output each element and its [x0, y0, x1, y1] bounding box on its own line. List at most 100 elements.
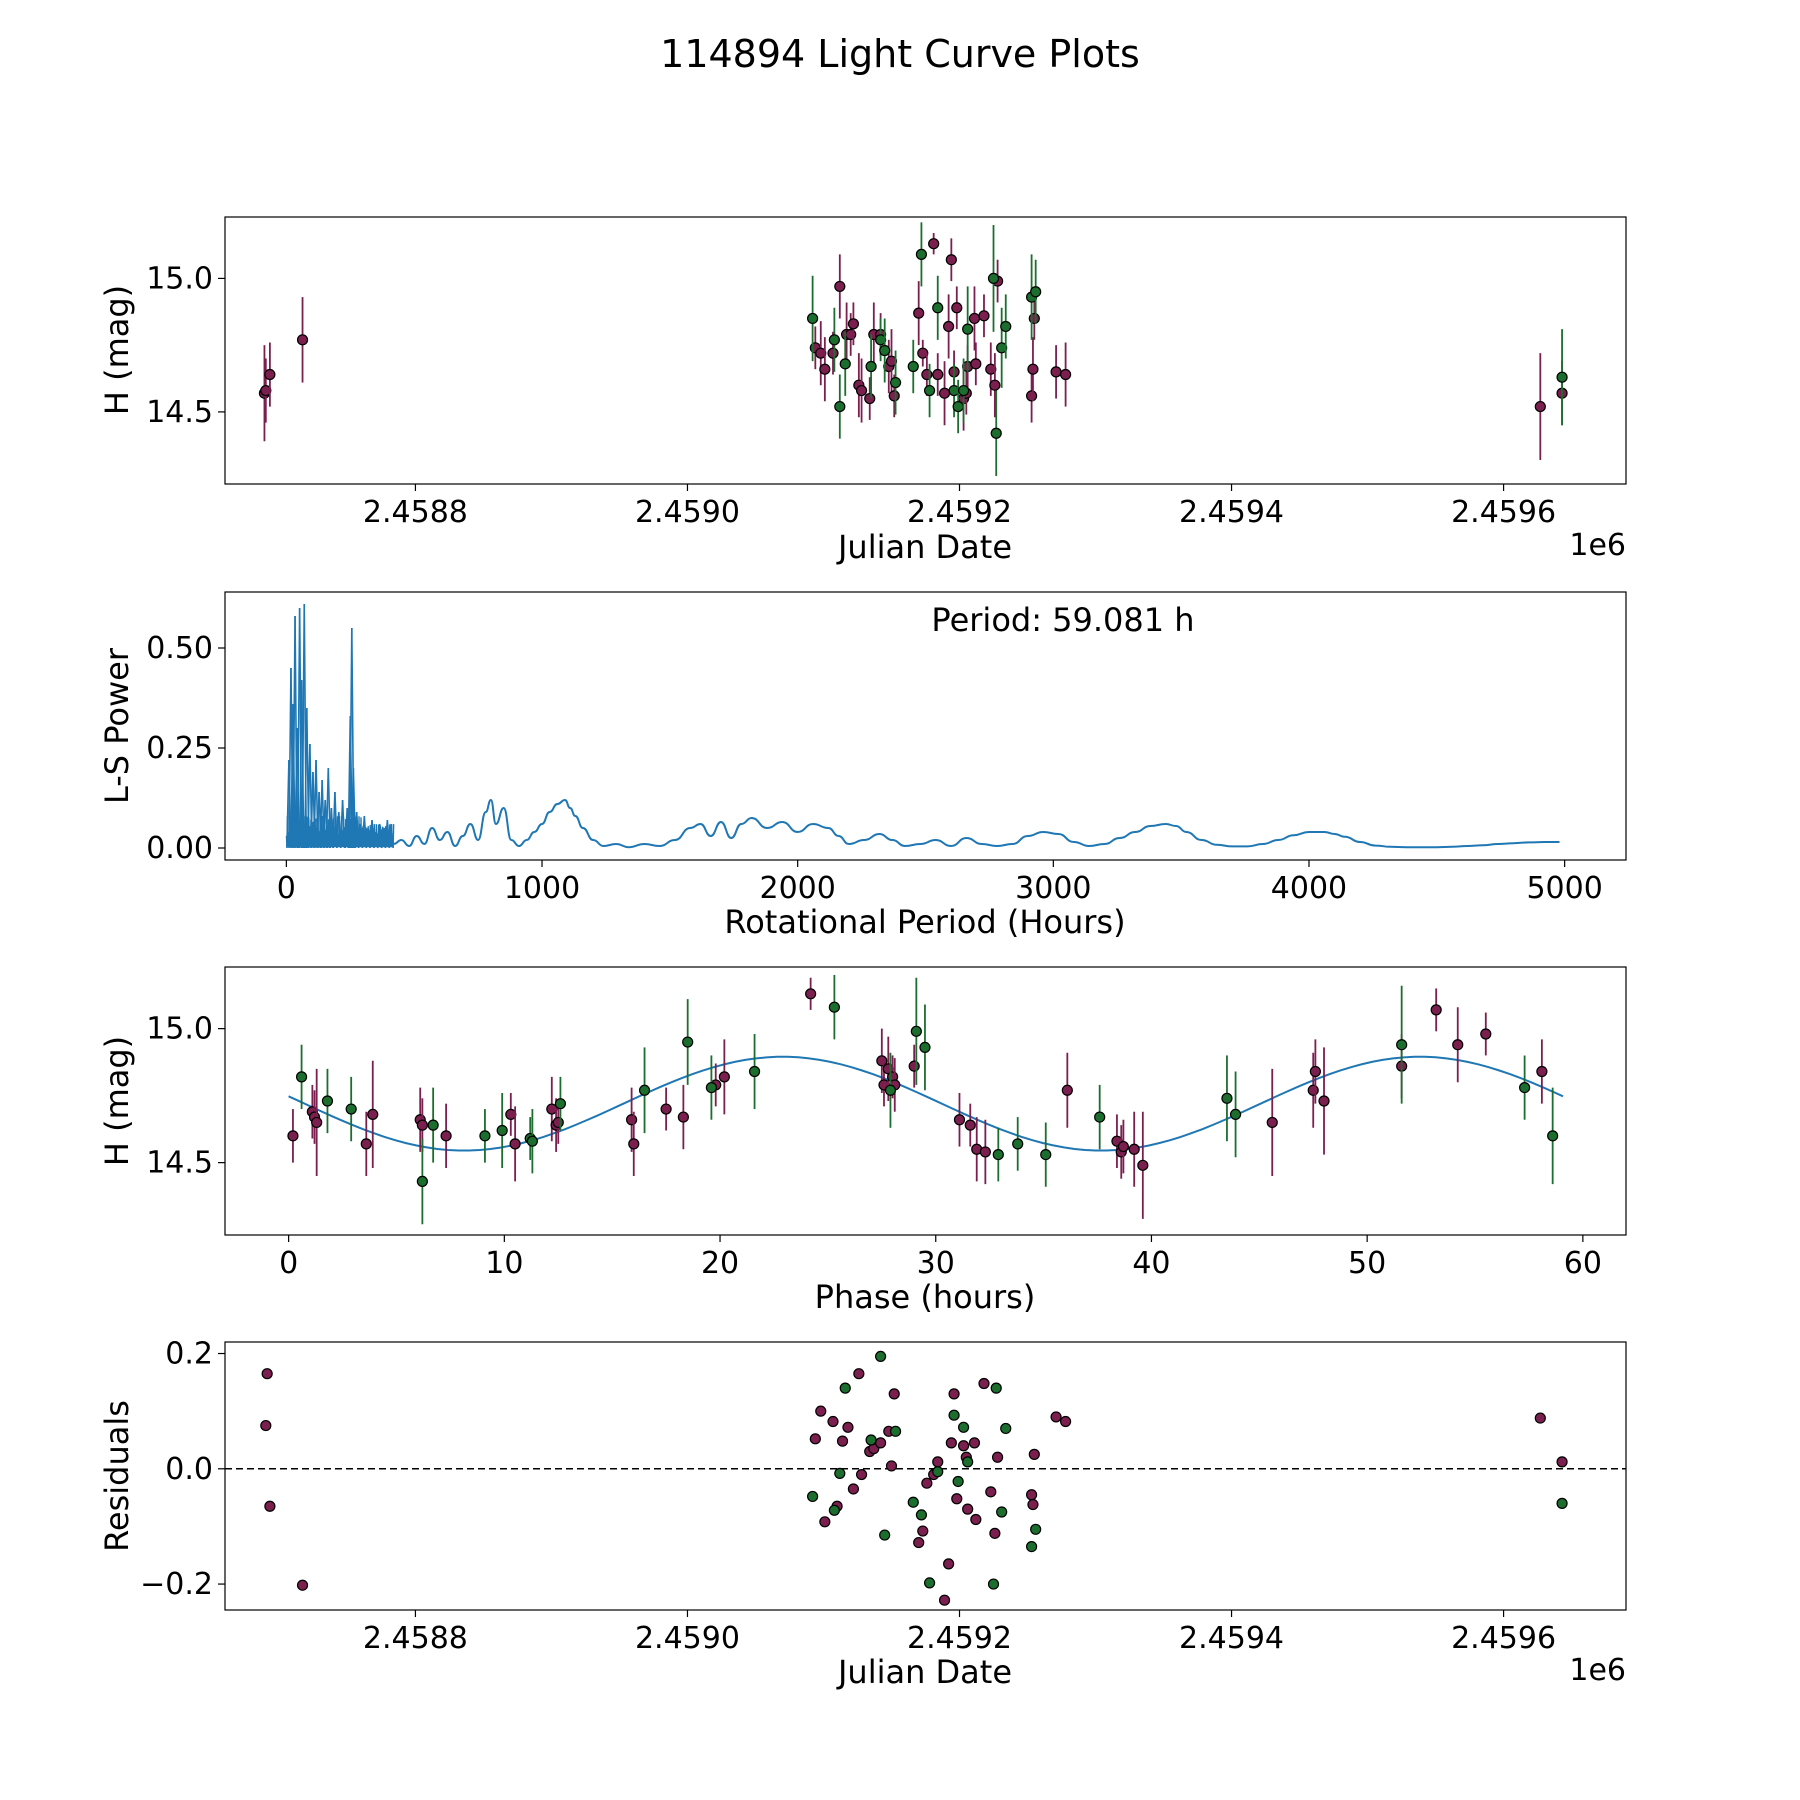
data-point — [948, 1388, 960, 1400]
data-point — [1028, 1448, 1040, 1460]
phased-xtick-label: 50 — [1348, 1246, 1386, 1281]
data-point — [479, 1130, 491, 1142]
phased-xtick-label: 20 — [701, 1246, 739, 1281]
lightcurve-xtick-label: 2.4594 — [1179, 495, 1284, 530]
periodogram-xtick-label: 2000 — [759, 871, 835, 906]
data-point — [962, 1456, 974, 1468]
data-point — [938, 387, 951, 399]
residuals-marks — [225, 1350, 1626, 1606]
data-point — [815, 1405, 827, 1417]
data-point — [915, 248, 928, 260]
data-point — [985, 363, 997, 375]
data-point — [1536, 1065, 1548, 1078]
residuals-ytick-label: 0.2 — [165, 1337, 213, 1372]
data-point — [552, 1116, 564, 1129]
data-point — [1027, 363, 1039, 375]
data-point — [917, 1525, 929, 1537]
data-point — [839, 1382, 851, 1394]
data-point — [834, 1467, 846, 1480]
data-point — [827, 347, 839, 359]
data-point — [677, 1111, 689, 1123]
periodogram-xtick-label: 4000 — [1271, 871, 1347, 906]
data-point — [261, 1368, 273, 1380]
data-point — [554, 1098, 567, 1110]
data-point — [907, 1496, 919, 1508]
data-point — [932, 302, 944, 314]
data-point — [807, 1490, 819, 1503]
data-point — [638, 1084, 651, 1096]
data-point — [1534, 400, 1546, 413]
data-point — [989, 1527, 1001, 1539]
data-point — [991, 1451, 1004, 1463]
data-point — [996, 342, 1008, 354]
data-point — [951, 302, 963, 314]
data-point — [748, 1065, 761, 1078]
data-point — [968, 312, 981, 325]
data-point — [1025, 1541, 1038, 1553]
data-point — [957, 384, 970, 397]
data-point — [1050, 366, 1062, 378]
data-point — [1117, 1140, 1130, 1153]
phased-ytick-label: 14.5 — [146, 1146, 213, 1181]
periodogram-xtick-label: 3000 — [1015, 871, 1091, 906]
lightcurve-xtick-label: 2.4596 — [1451, 495, 1556, 530]
data-point — [295, 1071, 308, 1083]
periodogram-xlabel: Rotational Period (Hours) — [724, 903, 1125, 941]
data-point — [1266, 1116, 1278, 1129]
lightcurve-xtick-label: 2.4592 — [907, 495, 1012, 530]
fit-curve — [288, 1055, 1564, 1152]
data-point — [834, 400, 846, 413]
data-point — [311, 1116, 323, 1129]
data-point — [908, 1060, 920, 1072]
data-point — [839, 358, 851, 370]
data-point — [847, 1483, 860, 1495]
lightcurve-x-offset: 1e6 — [1569, 528, 1626, 563]
phased-xtick-label: 40 — [1132, 1246, 1170, 1281]
data-point — [321, 1095, 334, 1107]
lightcurve-xtick-label: 2.4590 — [635, 495, 740, 530]
data-point — [879, 1529, 891, 1541]
data-point — [889, 376, 902, 389]
data-point — [842, 1421, 854, 1433]
data-point — [996, 1506, 1008, 1518]
data-point — [943, 1558, 955, 1570]
data-point — [1025, 390, 1038, 402]
residuals-axes: 2.4588 2.4590 2.4592 2.4594 2.4596 −0.2 0.0 0.2 — [140, 1337, 1556, 1656]
data-point — [978, 310, 990, 322]
data-point — [919, 1041, 931, 1054]
data-point — [885, 1460, 898, 1472]
lightcurve-frame — [224, 216, 1627, 485]
data-point — [828, 1504, 840, 1516]
data-point — [889, 1425, 902, 1437]
data-point — [660, 1103, 672, 1115]
data-point — [948, 1409, 960, 1421]
data-point — [855, 384, 868, 397]
data-point — [1025, 1489, 1038, 1501]
data-point — [970, 1513, 982, 1526]
data-point — [938, 1594, 951, 1606]
data-point — [287, 1130, 299, 1142]
period-annotation: Period: 59.081 h — [931, 601, 1194, 639]
periodogram-ytick-label: 0.50 — [146, 631, 213, 666]
data-point — [979, 1146, 991, 1158]
data-point — [978, 1377, 990, 1390]
data-point — [1452, 1039, 1464, 1051]
periodogram-xtick-label: 5000 — [1526, 871, 1602, 906]
phased-panel: 0 10 20 30 40 50 60 14.5 15.0 Phase (hours) H (m… — [98, 966, 1627, 1316]
data-point — [888, 1388, 900, 1400]
lightcurve-ytick-label: 14.5 — [146, 395, 213, 430]
data-point — [260, 384, 272, 397]
data-point — [1534, 1412, 1546, 1424]
residuals-xtick-label: 2.4594 — [1179, 1621, 1284, 1656]
data-point — [1556, 1456, 1568, 1468]
lightcurve-xlabel: Julian Date — [836, 528, 1012, 566]
data-point — [815, 347, 827, 359]
data-point — [875, 334, 887, 346]
data-point — [296, 334, 309, 346]
residuals-ylabel: Residuals — [98, 1400, 136, 1552]
data-point — [990, 427, 1002, 439]
periodogram-xtick-label: 1000 — [504, 871, 580, 906]
periodogram-ylabel: L-S Power — [98, 647, 136, 804]
data-point — [875, 1350, 887, 1363]
